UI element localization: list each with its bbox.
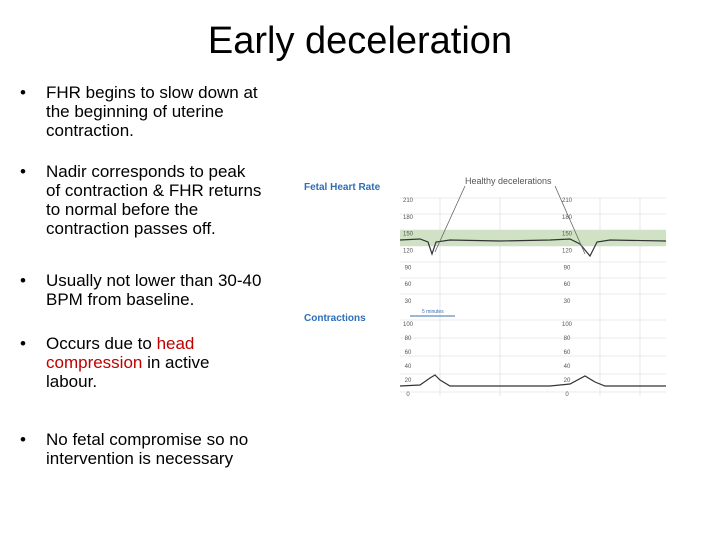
bullet-line: contraction. xyxy=(46,121,134,140)
bullet-line: intervention is necessary xyxy=(46,449,233,468)
time-label: 5 minutes xyxy=(422,309,444,315)
bullet-line: labour. xyxy=(46,372,97,391)
bullet-line: BPM from baseline. xyxy=(46,290,194,309)
fhr-scale-label: 120 xyxy=(403,249,414,255)
bullet-line: of contraction & FHR returns xyxy=(46,181,261,200)
fhr-scale-label: 30 xyxy=(405,299,412,305)
slide-title: Early deceleration xyxy=(207,20,513,62)
figure-grid xyxy=(400,197,666,396)
bullet-text: to normal before the xyxy=(46,200,199,219)
bullet-text: contraction passes off. xyxy=(46,219,216,238)
fhr-label: Fetal Heart Rate xyxy=(304,182,381,193)
bullet-line: Usually not lower than 30-40 xyxy=(46,271,261,290)
bullet-line: compression in active xyxy=(46,353,209,372)
fhr-scale-label: 210 xyxy=(562,198,573,204)
contraction-scale-label: 0 xyxy=(406,392,410,398)
bullet-dot: • xyxy=(20,271,26,290)
contraction-scale-label: 60 xyxy=(405,350,412,356)
annotation-lines xyxy=(434,185,586,255)
highlight-text: compression xyxy=(46,353,143,372)
bullet-dot: • xyxy=(20,162,26,181)
fhr-scale-label: 150 xyxy=(403,232,414,238)
contraction-scale-label: 20 xyxy=(405,378,412,384)
fhr-scale-label: 90 xyxy=(405,265,412,271)
bullet-text: intervention is necessary xyxy=(46,449,234,468)
bullet-text: Occurs due to xyxy=(46,334,157,353)
bullet-text: the beginning of uterine xyxy=(46,102,224,121)
contraction-scale-label: 20 xyxy=(564,378,571,384)
bullet-dot: • xyxy=(20,334,26,353)
annotation: Healthy decelerations xyxy=(465,176,552,186)
bullet-line: to normal before the xyxy=(46,200,198,219)
bullet-line: FHR begins to slow down at xyxy=(46,83,258,102)
fhr-scale-label: 210 xyxy=(403,198,414,204)
bullet-text: of contraction & FHR returns xyxy=(46,181,262,200)
bullet-line: Nadir corresponds to peak xyxy=(46,162,245,181)
fhr-scale-label: 60 xyxy=(405,282,412,288)
contraction-scale-label: 0 xyxy=(565,392,569,398)
bullet-line: the beginning of uterine xyxy=(46,102,224,121)
highlight-text: head xyxy=(156,334,195,353)
bullet-dot: • xyxy=(20,83,26,102)
fhr-scale-label: 30 xyxy=(564,299,571,305)
figure-bg xyxy=(300,168,666,400)
bullet-text: contraction. xyxy=(46,121,134,140)
fhr-scale-label: 150 xyxy=(562,232,573,238)
contraction-scale-label: 100 xyxy=(562,322,573,328)
bullet-text: FHR begins to slow down at xyxy=(46,83,258,102)
bullet-text: labour. xyxy=(46,372,98,391)
ctg-figure: Fetal Heart Rate Healthy decelerations C… xyxy=(300,168,666,400)
fhr-scale-label: 180 xyxy=(562,215,573,221)
fhr-scale-label: 180 xyxy=(403,215,414,221)
fhr-scale-label: 120 xyxy=(562,249,573,255)
contraction-scale-label: 100 xyxy=(403,322,414,328)
contraction-scale-label: 60 xyxy=(564,350,571,356)
fhr-scale-label: 60 xyxy=(564,282,571,288)
bullet-text: Nadir corresponds to peak xyxy=(46,162,246,181)
contraction-scale-label: 80 xyxy=(564,336,571,342)
bullet-line: Occurs due to head xyxy=(46,334,194,353)
contraction-scale-label: 80 xyxy=(405,336,412,342)
bullet-text: No fetal compromise so no xyxy=(46,430,249,449)
fhr-scale-label: 90 xyxy=(564,265,571,271)
contractions-label: Contractions xyxy=(304,313,366,324)
bullet-line: No fetal compromise so no xyxy=(46,430,248,449)
bullet-line: contraction passes off. xyxy=(46,219,216,238)
bullet-text: in active xyxy=(142,353,210,372)
bullet-dot: • xyxy=(20,430,26,449)
contraction-scale-label: 40 xyxy=(564,364,571,370)
bullet-text: BPM from baseline. xyxy=(46,290,195,309)
contraction-scale-label: 40 xyxy=(405,364,412,370)
contraction-trace xyxy=(399,374,666,387)
bullet-text: Usually not lower than 30-40 xyxy=(46,271,262,290)
fhr-trace xyxy=(399,238,666,258)
